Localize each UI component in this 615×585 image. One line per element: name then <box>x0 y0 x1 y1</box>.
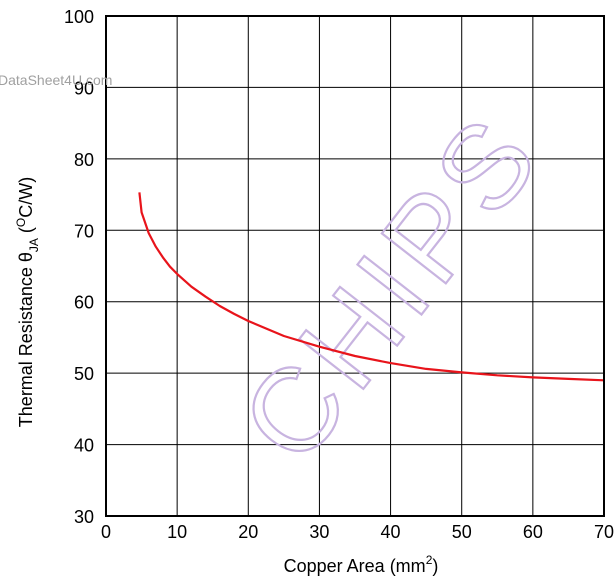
y-axis-title-unit-open: ( <box>16 227 36 238</box>
watermark: CHIPS <box>215 88 568 487</box>
series-line <box>138 192 605 382</box>
y-axis-title-unit: C/W) <box>16 177 36 218</box>
y-tick-label: 50 <box>74 364 94 384</box>
x-tick-label: 0 <box>101 522 111 542</box>
x-tick-label: 40 <box>381 522 401 542</box>
y-tick-label: 100 <box>64 7 94 27</box>
x-axis-title-sup: 2 <box>426 553 433 567</box>
y-tick-label: 30 <box>74 507 94 527</box>
x-tick-label: 20 <box>238 522 258 542</box>
y-tick-label: 60 <box>74 293 94 313</box>
x-tick-label: 70 <box>594 522 614 542</box>
y-axis-title-unit-sup: O <box>14 218 28 227</box>
x-tick-label: 30 <box>309 522 329 542</box>
x-axis-title-text: Copper Area (mm <box>284 556 426 576</box>
plot-series <box>138 192 605 382</box>
y-tick-label: 40 <box>74 436 94 456</box>
y-axis-title: Thermal Resistance θJA (OC/W) <box>14 177 41 427</box>
y-axis-title-text: Thermal Resistance θ <box>16 252 36 427</box>
brand-watermark: CHIPS <box>216 89 567 486</box>
site-watermark: DataSheet4U.com <box>0 72 112 88</box>
y-tick-label: 90 <box>74 78 94 98</box>
x-tick-label: 60 <box>523 522 543 542</box>
y-tick-label: 70 <box>74 221 94 241</box>
tick-labels: 0 10 20 30 40 50 60 70 30 40 50 60 70 80 90 100 <box>64 7 614 542</box>
y-axis-title-sub: JA <box>27 238 41 252</box>
x-axis-title: Copper Area (mm2) <box>284 553 439 576</box>
plot-frame <box>105 15 605 517</box>
x-axis-title-end: ) <box>432 556 438 576</box>
y-tick-label: 80 <box>74 150 94 170</box>
x-tick-label: 10 <box>167 522 187 542</box>
grid-lines <box>106 16 604 516</box>
x-tick-label: 50 <box>452 522 472 542</box>
